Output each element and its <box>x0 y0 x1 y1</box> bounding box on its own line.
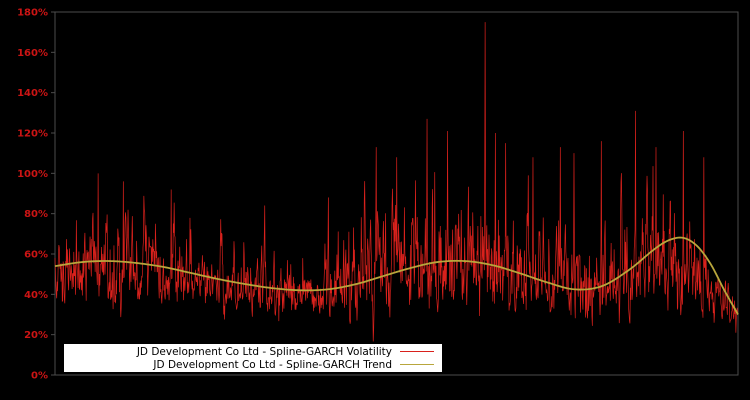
y-tick-label: 60% <box>24 250 48 261</box>
y-tick-label: 140% <box>17 88 48 99</box>
legend-item-volatility: JD Development Co Ltd - Spline-GARCH Vol… <box>72 346 434 358</box>
legend-label-trend: JD Development Co Ltd - Spline-GARCH Tre… <box>153 358 392 371</box>
y-tick-label: 180% <box>17 8 48 19</box>
plot-frame <box>54 11 739 376</box>
legend-item-trend: JD Development Co Ltd - Spline-GARCH Tre… <box>72 359 434 371</box>
legend-line-sample-trend <box>400 364 434 365</box>
y-tick-label: 40% <box>24 290 48 301</box>
y-tick-label: 20% <box>24 330 48 341</box>
y-tick-label: 80% <box>24 209 48 220</box>
trend-series <box>54 236 739 315</box>
y-axis: 0% 20% 40% 60% 80% 100% 120% 140% 160% 180% <box>17 8 55 382</box>
y-tick-label: 160% <box>17 48 48 59</box>
y-tick-label: 120% <box>17 129 48 140</box>
y-tick-label: 100% <box>17 169 48 180</box>
volatility-series <box>54 22 739 342</box>
legend-line-sample-volatility <box>400 351 434 352</box>
legend-label-volatility: JD Development Co Ltd - Spline-GARCH Vol… <box>136 345 392 358</box>
y-tick-label: 0% <box>31 371 48 382</box>
chart-legend: JD Development Co Ltd - Spline-GARCH Vol… <box>64 344 442 372</box>
